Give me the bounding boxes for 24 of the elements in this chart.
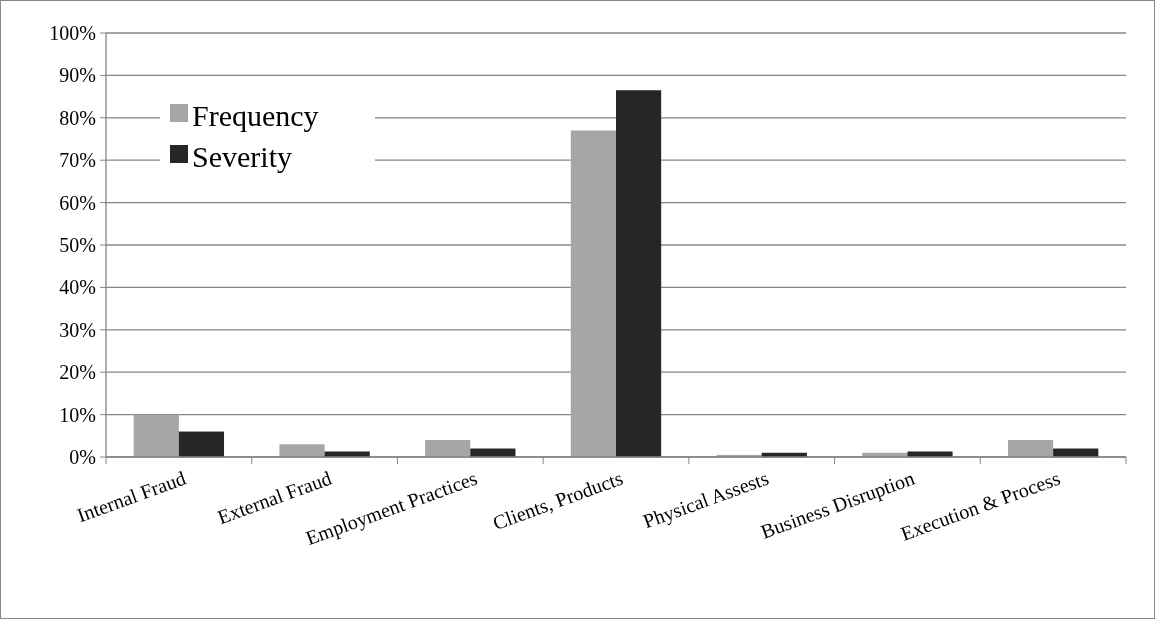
bar [907,451,953,457]
y-tick-label: 100% [49,22,96,44]
legend-label: Severity [192,139,292,173]
x-tick-label: Internal Fraud [74,466,189,527]
bar [425,440,471,457]
bar [616,90,662,457]
x-tick-label: Clients, Products [489,466,626,535]
legend-label: Frequency [192,98,319,132]
y-tick-label: 80% [59,106,96,129]
bar [279,444,325,457]
bar [324,451,370,457]
bar [133,414,179,457]
y-tick-label: 60% [59,191,96,214]
y-tick-label: 10% [59,403,96,426]
y-tick-label: 90% [59,64,96,87]
bar [178,431,225,457]
y-tick-label: 20% [59,361,96,384]
bar [570,130,616,457]
y-tick-label: 70% [59,149,96,172]
y-tick-label: 40% [59,276,96,299]
bar [1007,440,1054,457]
y-tick-label: 50% [59,234,96,256]
y-tick-label: 0% [69,446,96,468]
y-tick-label: 30% [59,318,96,341]
